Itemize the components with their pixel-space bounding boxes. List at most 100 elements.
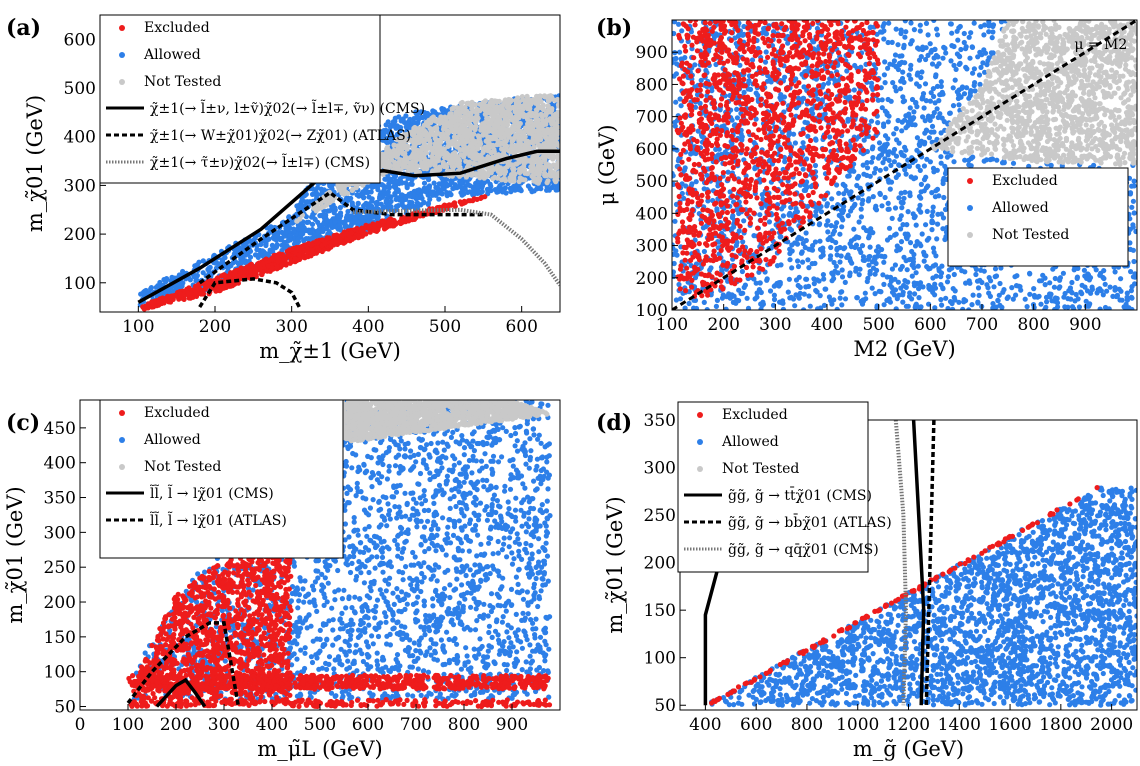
allowed-point	[164, 276, 170, 282]
not-tested-point	[460, 129, 466, 135]
not-tested-point	[411, 148, 417, 154]
not-tested-point	[466, 101, 472, 107]
legend-box	[99, 14, 381, 184]
excluded-point	[222, 273, 228, 279]
excluded-points	[140, 194, 488, 312]
allowed-point	[243, 252, 249, 258]
not-tested-point	[531, 144, 537, 150]
allowed-point	[187, 277, 193, 283]
allowed-point	[481, 180, 487, 186]
excluded-point	[172, 292, 178, 298]
not-tested-point	[542, 94, 548, 100]
allowed-point	[398, 118, 404, 124]
not-tested-point	[450, 138, 456, 144]
allowed-point	[348, 223, 354, 229]
excluded-point	[274, 254, 280, 260]
not-tested-point	[557, 170, 560, 176]
allowed-point	[295, 236, 301, 242]
not-tested-point	[445, 143, 451, 149]
allowed-point	[458, 179, 464, 185]
plot-area	[672, 20, 1137, 310]
excluded-point	[213, 286, 219, 293]
not-tested-point	[477, 140, 483, 146]
excluded-point	[381, 218, 387, 224]
allowed-point	[692, 275, 699, 281]
allowed-point	[256, 252, 263, 258]
allowed-point	[969, 302, 975, 308]
not-tested-point	[517, 139, 523, 145]
not-tested-point	[486, 102, 493, 108]
allowed-point	[512, 187, 518, 193]
allowed-point	[373, 200, 379, 206]
not-tested-point	[542, 119, 548, 125]
allowed-point	[449, 179, 455, 185]
allowed-point	[321, 212, 327, 218]
not-tested-point	[537, 144, 543, 150]
excluded-point	[265, 263, 271, 269]
curve-solid-0	[137, 149, 560, 304]
allowed-point	[405, 122, 411, 128]
not-tested-point	[501, 131, 507, 137]
allowed-point	[326, 208, 332, 214]
not-tested-point	[394, 137, 400, 143]
excluded-point	[244, 264, 250, 270]
not-tested-point	[500, 120, 506, 126]
excluded-point	[374, 226, 380, 233]
allowed-point	[281, 239, 287, 245]
allowed-point	[893, 126, 899, 132]
allowed-point	[268, 224, 274, 230]
not-tested-point	[543, 161, 549, 167]
not-tested-point	[512, 109, 518, 115]
allowed-point	[431, 180, 437, 186]
not-tested-point	[523, 100, 529, 106]
allowed-point	[301, 237, 307, 243]
not-tested-point	[412, 143, 418, 149]
not-tested-point	[481, 170, 487, 176]
allowed-point	[332, 219, 338, 225]
not-tested-point	[445, 139, 451, 145]
not-tested-point	[475, 152, 481, 158]
not-tested-point	[440, 126, 447, 132]
not-tested-point	[478, 159, 484, 165]
not-tested-point	[456, 127, 462, 133]
not-tested-points	[294, 93, 560, 224]
excluded-point	[285, 252, 292, 258]
not-tested-point	[505, 119, 511, 125]
allowed-point	[366, 194, 372, 200]
not-tested-point	[463, 174, 469, 180]
not-tested-point	[419, 163, 425, 169]
not-tested-point	[542, 170, 548, 176]
not-tested-point	[503, 112, 509, 118]
allowed-point	[448, 192, 454, 198]
excluded-point	[206, 280, 213, 286]
excluded-point	[194, 283, 200, 289]
not-tested-point	[537, 167, 544, 173]
not-tested-point	[539, 113, 545, 120]
not-tested-point	[524, 142, 531, 148]
not-tested-point	[454, 158, 460, 164]
excluded-point	[168, 293, 174, 299]
not-tested-point	[541, 166, 548, 172]
not-tested-point	[443, 116, 449, 122]
not-tested-point	[327, 199, 333, 206]
not-tested-point	[354, 183, 360, 189]
allowed-point	[264, 237, 270, 243]
not-tested-point	[475, 115, 481, 121]
excluded-point	[316, 247, 322, 253]
not-tested-point	[520, 177, 526, 183]
not-tested-point	[444, 131, 451, 137]
not-tested-point	[430, 115, 436, 121]
not-tested-point	[537, 94, 543, 100]
not-tested-point	[438, 132, 444, 138]
x-tick-label: 500	[429, 317, 461, 337]
not-tested-point	[339, 189, 346, 195]
allowed-point	[393, 178, 399, 184]
x-axis-title: m_χ̃±1 (GeV)	[259, 339, 401, 363]
allowed-point	[475, 189, 481, 195]
allowed-point	[427, 196, 433, 202]
not-tested-point	[457, 147, 463, 153]
not-tested-point	[524, 158, 530, 164]
excluded-point	[411, 216, 418, 222]
not-tested-point	[455, 106, 461, 112]
not-tested-point	[530, 97, 536, 103]
